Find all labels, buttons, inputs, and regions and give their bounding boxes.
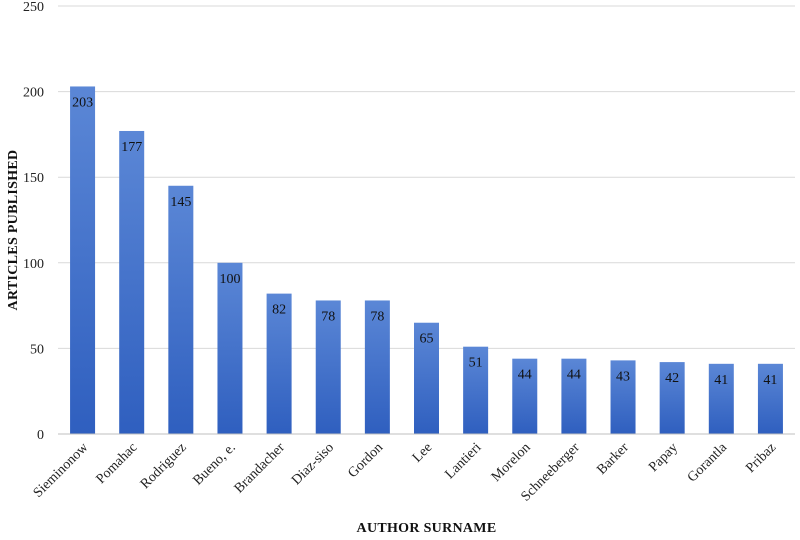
bars — [70, 86, 783, 435]
x-tick-label: Barker — [594, 440, 632, 478]
bar-schneeberger — [561, 358, 587, 434]
bar-bueno-e — [217, 262, 243, 434]
y-tick-label: 200 — [23, 86, 44, 101]
x-tick-label: Papay — [646, 440, 681, 475]
x-tick-label: Bueno, e. — [191, 440, 239, 488]
y-axis-ticks: 0 50 100 150 200 250 — [23, 0, 44, 443]
bar-brandacher — [266, 293, 292, 434]
x-tick-label: Lantieri — [443, 440, 485, 482]
x-tick-label: Pomahac — [94, 440, 141, 487]
data-label: 41 — [763, 373, 777, 388]
bar-morelon — [512, 358, 538, 434]
y-tick-label: 250 — [23, 0, 44, 15]
bar-pribaz — [757, 363, 783, 434]
bar-diaz-siso — [315, 300, 341, 434]
x-axis-title: AUTHOR SURNAME — [357, 521, 497, 536]
y-tick-label: 50 — [30, 342, 44, 357]
bar-papay — [659, 362, 685, 434]
y-tick-label: 150 — [23, 171, 44, 186]
y-tick-label: 0 — [37, 428, 44, 443]
bar-lee — [414, 322, 439, 434]
data-label: 51 — [469, 356, 483, 371]
data-label: 82 — [272, 303, 286, 318]
data-label: 44 — [518, 368, 532, 383]
bar-pomahac — [119, 130, 145, 434]
data-label: 43 — [616, 369, 630, 384]
data-label: 177 — [121, 140, 142, 155]
x-tick-label: Gorantla — [685, 440, 731, 486]
x-tick-label: Gordon — [345, 440, 386, 481]
data-label: 44 — [567, 368, 581, 383]
bar-gordon — [364, 300, 390, 434]
data-label: 65 — [420, 332, 434, 347]
data-label: 41 — [714, 373, 728, 388]
data-label: 203 — [72, 95, 93, 110]
data-label: 145 — [170, 195, 191, 210]
x-tick-label: Sieminonow — [31, 440, 92, 501]
bar-sieminonow — [70, 86, 96, 435]
bar-barker — [610, 360, 636, 434]
data-labels: 203 177 145 100 82 78 78 65 51 44 44 43 42 41 41 — [72, 95, 777, 387]
x-tick-label: Pribaz — [743, 440, 779, 476]
x-tick-label: Lee — [410, 440, 435, 465]
y-tick-label: 100 — [23, 257, 44, 272]
data-label: 100 — [219, 272, 240, 287]
data-label: 78 — [370, 309, 384, 324]
bar-lantieri — [463, 346, 489, 434]
x-tick-label: Brandacher — [232, 440, 288, 496]
x-tick-label: Morelon — [489, 440, 534, 485]
data-label: 78 — [321, 309, 335, 324]
y-axis-title: ARTICLES PUBLISHED — [6, 150, 21, 311]
x-tick-label: Diaz-siso — [289, 440, 337, 488]
bar-gorantla — [708, 363, 734, 434]
bar-rodriguez — [168, 185, 194, 434]
data-label: 42 — [665, 371, 679, 386]
x-tick-label: Rodriguez — [138, 440, 190, 492]
